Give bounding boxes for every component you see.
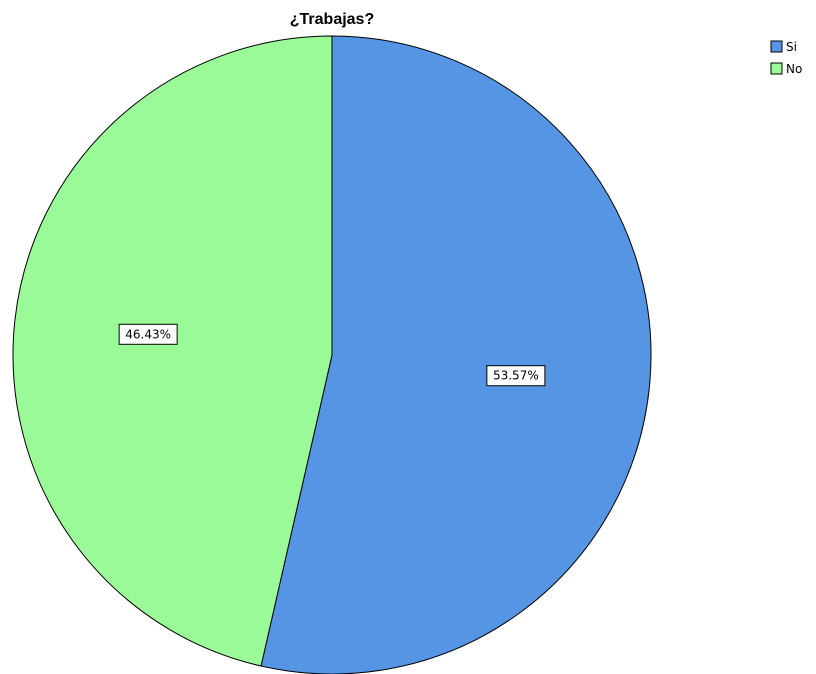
pie-data-labels: 53.57% 46.43% (118, 323, 546, 387)
data-label-no: 46.43% (118, 323, 178, 345)
data-label-box (486, 365, 546, 387)
data-label-si: 53.57% (486, 365, 546, 387)
legend-swatch-si (770, 40, 783, 53)
legend: Si No (770, 40, 802, 76)
legend-label-no: No (786, 62, 802, 76)
legend-label-si: Si (786, 40, 797, 54)
pie-slice-si (260, 35, 652, 674)
data-label-box (118, 323, 178, 345)
legend-swatch-no (770, 62, 783, 75)
pie-slice-no (12, 35, 333, 667)
data-label-text: 53.57% (493, 369, 539, 383)
pie-slices (12, 35, 652, 674)
chart-title: ¿Trabajas? (290, 11, 374, 28)
data-label-text: 46.43% (125, 327, 171, 341)
